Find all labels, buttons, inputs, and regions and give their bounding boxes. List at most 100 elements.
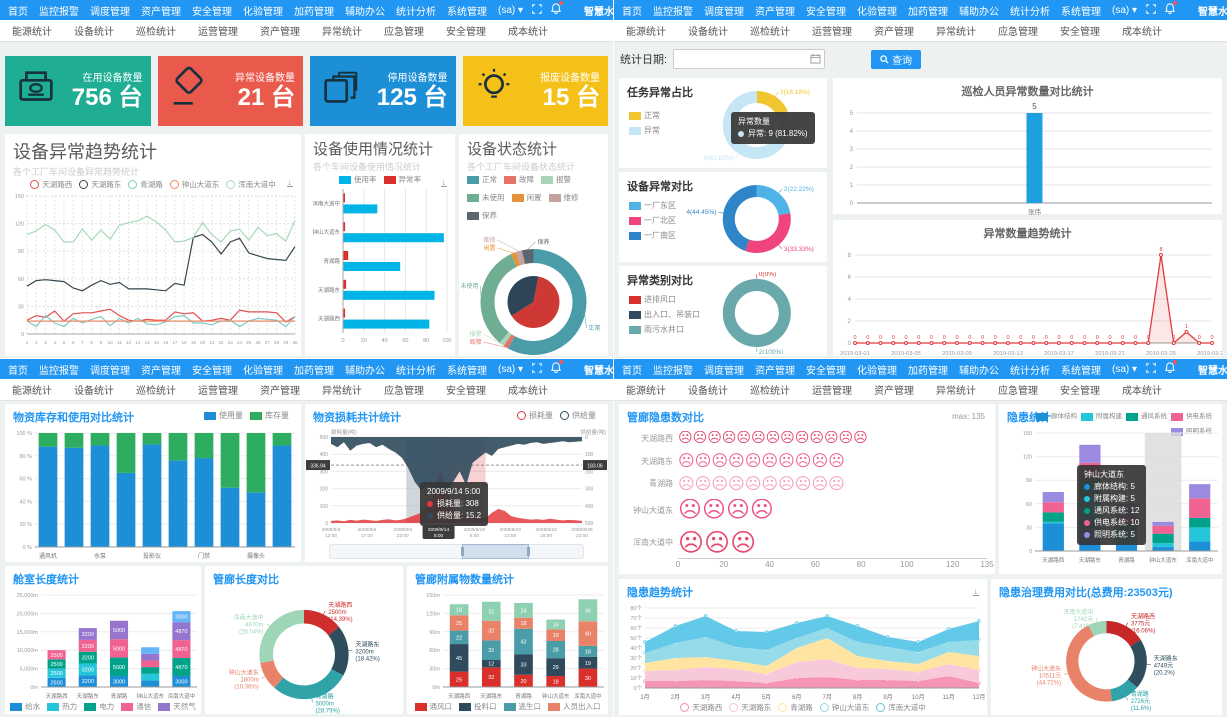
subnav-item[interactable]: 设备统计: [688, 27, 728, 38]
subnav-item[interactable]: 能源统计: [626, 386, 666, 397]
legend-item[interactable]: 天然气: [158, 701, 196, 712]
legend-item[interactable]: 保养: [467, 210, 497, 221]
subnav-item[interactable]: 成本统计: [508, 27, 548, 38]
legend-item[interactable]: 使用率: [339, 174, 377, 185]
topnav-item[interactable]: 调度管理: [704, 365, 744, 377]
legend-item[interactable]: 出入口、吊装口: [629, 309, 700, 320]
hazard-trend-chart[interactable]: 0个 10个 20个 30个 40个 50个 60个 70个 80个 1月 2月 3月 4月 5月 6月 7月…: [619, 602, 987, 702]
download-icon[interactable]: ↓: [440, 177, 447, 187]
subnav-item[interactable]: 运营管理: [198, 386, 238, 397]
legend-item[interactable]: 浑南大道中: [226, 179, 276, 190]
legend-item[interactable]: 青湖路: [778, 702, 813, 713]
subnav-item[interactable]: 巡检统计: [136, 386, 176, 397]
legend-item[interactable]: 供电系统: [1171, 411, 1212, 422]
date-input[interactable]: [674, 52, 811, 66]
stock-usage-chart[interactable]: 0 % 20 % 40 % 60 % 80 % 100 % 通风机 水泵 投影仪 门禁 摄像头: [5, 427, 301, 561]
subnav-item[interactable]: 成本统计: [508, 386, 548, 397]
legend-item[interactable]: 未使用: [467, 192, 505, 203]
legend-item[interactable]: 钟山大道东: [819, 702, 869, 713]
legend-item[interactable]: 天湖路东: [729, 702, 771, 713]
subnav-item[interactable]: 巡检统计: [750, 27, 790, 38]
fullscreen-icon[interactable]: [1146, 3, 1156, 17]
device-usage-chart[interactable]: 0 20 40 60 80 100 浑南大道中 钟山大道东 青湖路 天湖路东 天湖路西: [305, 185, 455, 345]
legend-item[interactable]: 天湖路东: [79, 179, 121, 190]
subnav-item[interactable]: 应急管理: [384, 27, 424, 38]
topnav-item[interactable]: 调度管理: [90, 6, 130, 18]
topnav-item[interactable]: 统计分析: [1010, 365, 1050, 377]
topnav-item[interactable]: 监控报警: [39, 365, 79, 377]
topnav-item[interactable]: 加药管理: [908, 365, 948, 377]
download-icon[interactable]: ↓: [286, 177, 293, 187]
datazoom-slider[interactable]: [329, 544, 584, 559]
topnav-item[interactable]: 加药管理: [294, 6, 334, 18]
topnav-item[interactable]: 辅助办公: [959, 365, 999, 377]
subnav-item[interactable]: 资产管理: [260, 386, 300, 397]
topnav-item[interactable]: 安全管理: [806, 6, 846, 18]
subnav-item[interactable]: 设备统计: [74, 386, 114, 397]
legend-item[interactable]: 一厂北区: [629, 215, 676, 226]
subnav-item[interactable]: 成本统计: [1122, 27, 1162, 38]
topnav-item[interactable]: 加药管理: [908, 6, 948, 18]
legend-item[interactable]: 钟山大道东: [169, 179, 219, 190]
subnav-item[interactable]: 异常统计: [322, 386, 362, 397]
topnav-item[interactable]: 首页: [8, 365, 28, 377]
hazard-cost-donut[interactable]: 天湖路西 3775元 (16.06%) 天湖路东 4749元 (20.2%) 青湖路 2726…: [991, 602, 1222, 716]
legend-item[interactable]: 异常率: [383, 174, 421, 185]
legend-item[interactable]: 通风系统: [1126, 411, 1167, 422]
user-menu[interactable]: (sa) ▾: [498, 4, 524, 16]
notification-bell-icon[interactable]: [1165, 360, 1178, 376]
subnav-item[interactable]: 安全管理: [446, 27, 486, 38]
legend-item[interactable]: 电力: [84, 701, 114, 712]
device-status-chart[interactable]: 正常 故障 报警 未使用 闲置 维修 保养: [459, 221, 608, 358]
subnav-item[interactable]: 安全管理: [1060, 386, 1100, 397]
legend-item[interactable]: 浑南大道中: [876, 702, 926, 713]
legend-item[interactable]: 给水: [10, 701, 40, 712]
corridor-attachments-chart[interactable]: 0m 30m 60m 90m 120m 150m 25 45 22 25 18 天湖路西 32 12 32 3…: [407, 589, 608, 701]
topnav-item[interactable]: 化验管理: [857, 6, 897, 18]
topnav-item[interactable]: 辅助办公: [959, 6, 999, 18]
corridor-hazard-pictogram[interactable]: 天湖路西 ☹☹☹☹☹☹☹☹☹☹☹☹☹ 天湖路东 ☹☹☹☹☹☹☹☹☹☹ 青湖路 ☹☹☹☹☹☹…: [619, 427, 995, 573]
topnav-item[interactable]: 监控报警: [39, 6, 79, 18]
topnav-item[interactable]: 系统管理: [447, 6, 487, 18]
subnav-item[interactable]: 应急管理: [998, 27, 1038, 38]
legend-item[interactable]: 通信: [121, 701, 151, 712]
legend-item[interactable]: 供给量: [560, 410, 596, 421]
subnav-item[interactable]: 成本统计: [1122, 386, 1162, 397]
topnav-item[interactable]: 化验管理: [857, 365, 897, 377]
legend-item[interactable]: 照明系统: [1171, 426, 1212, 437]
legend-item[interactable]: 进排风口: [629, 294, 676, 305]
material-loss-chart[interactable]: 损耗量(吨) 供给量(吨) 0 0 100 100 200 200 300 300 400 400 50…: [305, 427, 608, 561]
legend-item[interactable]: 维修: [548, 192, 579, 203]
legend-item[interactable]: 正常: [629, 110, 660, 121]
topnav-item[interactable]: 安全管理: [192, 6, 232, 18]
calendar-icon[interactable]: [810, 53, 821, 67]
legend-item[interactable]: 库存量: [250, 410, 289, 421]
subnav-item[interactable]: 能源统计: [12, 27, 52, 38]
topnav-item[interactable]: 资产管理: [141, 6, 181, 18]
legend-item[interactable]: 天湖路西: [30, 179, 72, 190]
device-abnormal-donut[interactable]: 2(22.22%) 3(33.33%) 4(44.45%): [671, 178, 827, 260]
notification-bell-icon[interactable]: [551, 360, 564, 376]
legend-item[interactable]: 报警: [541, 174, 571, 185]
topnav-item[interactable]: 辅助办公: [345, 365, 385, 377]
topnav-item[interactable]: 首页: [622, 6, 642, 18]
download-icon[interactable]: ↓: [972, 586, 979, 596]
topnav-item[interactable]: 资产管理: [755, 365, 795, 377]
query-button[interactable]: 查询: [871, 49, 922, 69]
legend-item[interactable]: 正常: [467, 174, 497, 185]
subnav-item[interactable]: 安全管理: [446, 386, 486, 397]
subnav-item[interactable]: 能源统计: [12, 386, 52, 397]
subnav-item[interactable]: 巡检统计: [136, 27, 176, 38]
subnav-item[interactable]: 设备统计: [74, 27, 114, 38]
legend-item[interactable]: 通风口: [414, 701, 452, 712]
notification-bell-icon[interactable]: [1165, 1, 1178, 17]
datazoom-window[interactable]: [460, 544, 531, 559]
abnormal-category-donut[interactable]: 0(0%) 2(100%): [671, 272, 827, 354]
legend-item[interactable]: 人员出入口: [548, 701, 601, 712]
fullscreen-icon[interactable]: [1146, 362, 1156, 376]
fullscreen-icon[interactable]: [532, 362, 542, 376]
hazard-stat-chart[interactable]: 0 30 60 90 120 150 天湖路西 天湖路东 青湖路 钟山大道东 浑南大道中 钟山大道东廊…: [999, 427, 1222, 565]
subnav-item[interactable]: 应急管理: [384, 386, 424, 397]
abnormal-trend-chart[interactable]: 0 2 4 6 8 0 2019-03-01 0 0 0 0 2019-03-05 0 0 0 0 2019-0…: [833, 241, 1222, 358]
topnav-item[interactable]: 统计分析: [396, 365, 436, 377]
